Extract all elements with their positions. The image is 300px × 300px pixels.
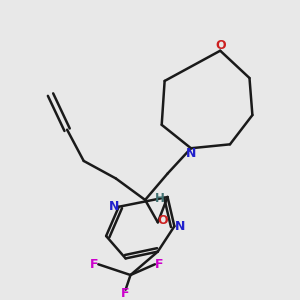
Text: F: F [90,258,98,271]
Text: O: O [157,214,168,227]
Text: F: F [122,287,130,300]
Text: F: F [155,258,163,271]
Text: N: N [109,200,120,213]
Text: O: O [215,39,226,52]
Text: N: N [175,220,185,233]
Text: H: H [155,192,165,205]
Text: N: N [186,147,196,160]
